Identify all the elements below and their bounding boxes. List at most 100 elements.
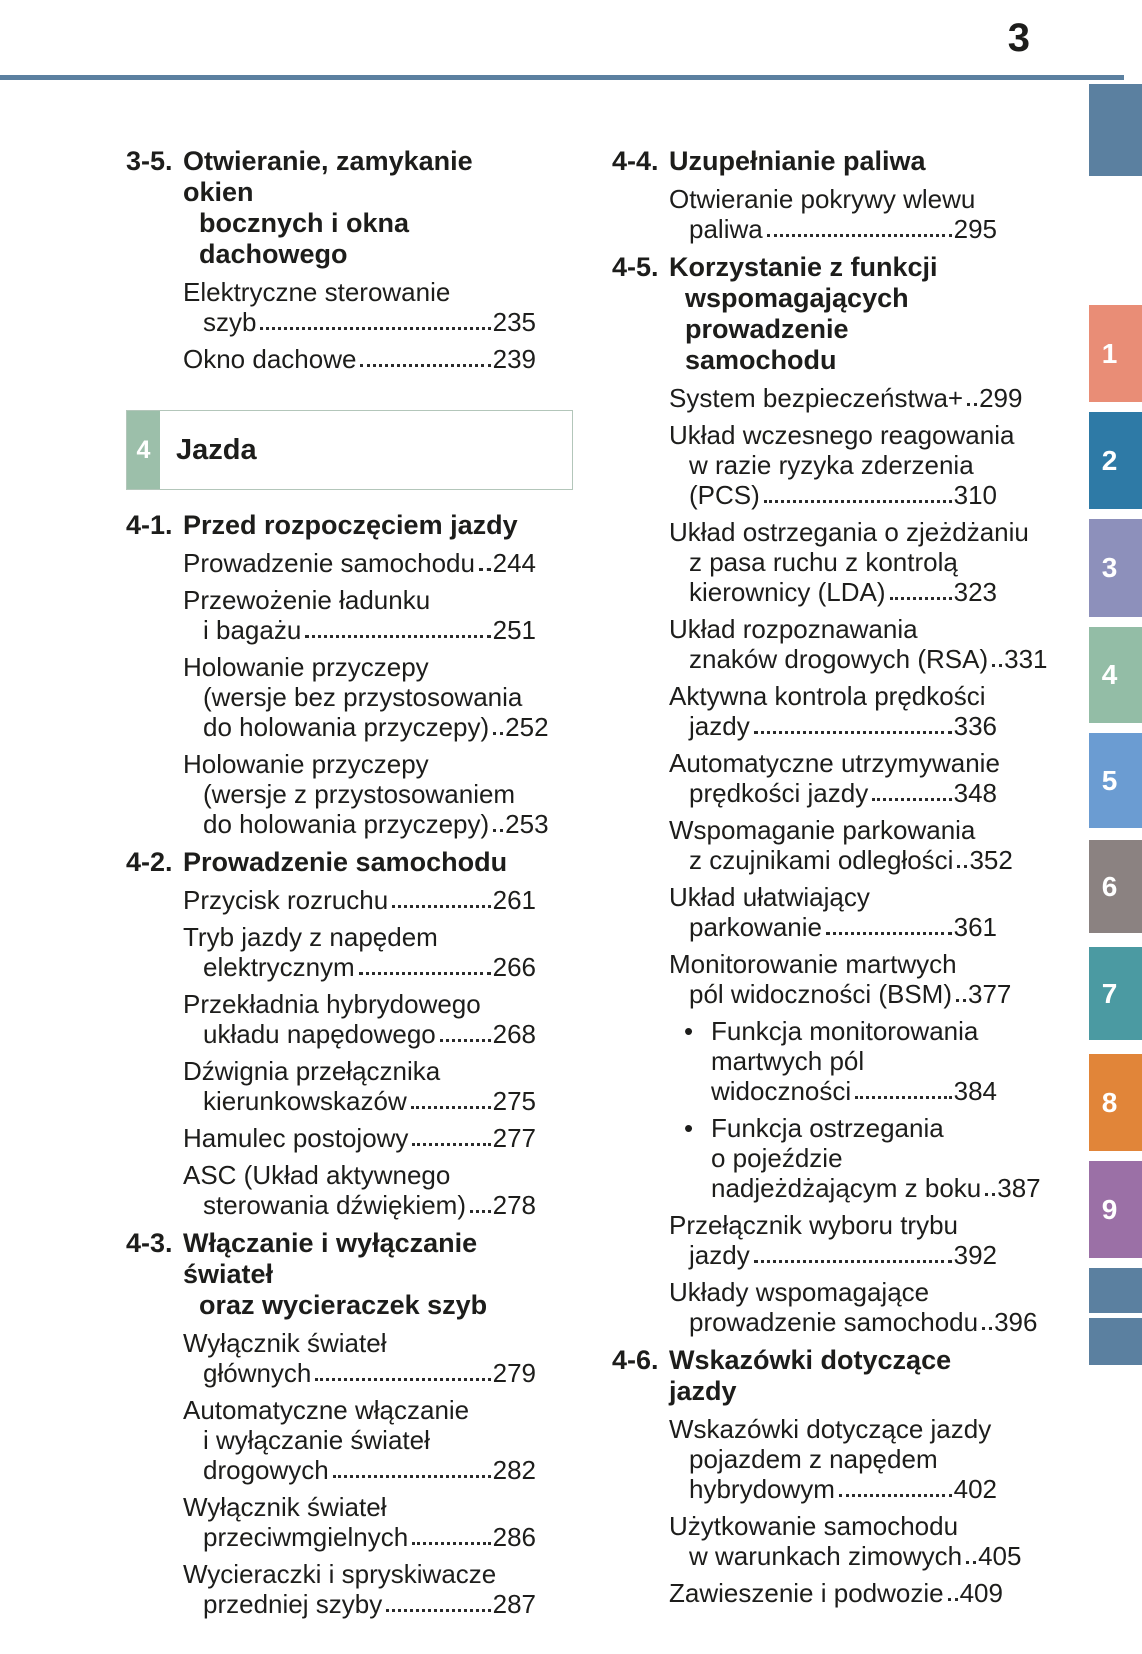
entry-text: o pojeździe [711,1143,843,1173]
entry-text: (wersje z przystosowaniem [203,779,516,809]
section-heading: 4-2. Prowadzenie samochodu [126,847,536,878]
toc-entry: Układ rozpoznawania znaków drogowych (RSA… [612,614,1048,674]
dotted-leader [469,1210,491,1213]
toc-entry-line: Automatyczne utrzymywanie [612,748,1000,778]
toc-entry: Przełącznik wyboru trybu jazdy 392 [612,1210,997,1270]
toc-entry-line: Tryb jazdy z napędem [126,922,536,952]
entry-page-ref: 295 [953,214,997,244]
dotted-leader [260,327,491,330]
section-number: 4-2. [126,847,173,877]
toc-entry-line: • Funkcja ostrzegania [612,1113,997,1143]
entry-text: Monitorowanie martwych [669,949,957,979]
toc-entry-line: kierownicy (LDA) 323 [612,577,997,607]
chapter-tab-number: 1 [1101,337,1118,369]
toc-entry: Układ ostrzegania o zjeżdżaniu z pasa ruc… [612,517,1029,607]
entry-text: (PCS) [689,480,760,510]
toc-entry-line: Układ ostrzegania o zjeżdżaniu [612,517,1029,547]
toc-entry: Hamulec postojowy 277 [126,1123,536,1153]
toc-entry: ASC (Układ aktywnego sterowania dźwiękiem… [126,1160,536,1220]
dotted-leader [753,1260,952,1263]
section-heading: 4-3. Włączanie i wyłączanie świateł oraz w… [126,1228,536,1321]
section-heading: 4-1. Przed rozpoczęciem jazdy [126,510,536,541]
entry-text: Wyłącznik świateł [183,1328,387,1358]
chapter-tab-blank [1089,1268,1142,1313]
toc-entry: Wyłącznik świateł głównych 279 [126,1328,536,1388]
toc-entry-line: Użytkowanie samochodu [612,1511,997,1541]
toc-entry-line: (PCS) 310 [612,480,997,510]
toc-entry: • Funkcja ostrzegania o pojeździe nadjeżdża… [612,1113,1041,1203]
dotted-leader [439,1039,491,1042]
entry-text: znaków drogowych (RSA) [689,644,989,674]
dotted-leader [412,1542,491,1545]
toc-entry-line: w warunkach zimowych 405 [612,1541,1021,1571]
toc-section: 4-6. Wskazówki dotyczące jazdy Wskazówki d… [612,1345,1021,1608]
chapter-tab-4: 4 [1089,627,1142,723]
toc-entry-line: jazdy 392 [612,1240,997,1270]
dotted-leader [360,364,491,367]
toc-entry: Układ ułatwiający parkowanie 361 [612,882,997,942]
entry-text: Przełącznik wyboru trybu [669,1210,958,1240]
entry-text: Dźwignia przełącznika [183,1056,441,1086]
dotted-leader [955,999,966,1002]
entry-page-ref: 235 [492,307,536,337]
section-title-line: Uzupełnianie paliwa [669,146,926,176]
toc-entry: Przekładnia hybrydowego układu napędowego… [126,989,536,1049]
entry-text: nadjeżdżającym z boku [711,1173,982,1203]
toc-entry-line: (wersje bez przystosowania [126,682,536,712]
section-heading: 4-4. Uzupełnianie paliwa [612,146,997,177]
entry-page-ref: 268 [492,1019,536,1049]
section-title-line: samochodu [685,345,837,375]
entry-page-ref: 392 [953,1240,997,1270]
entry-page-ref: 253 [505,809,549,839]
entry-text: Wyłącznik świateł [183,1492,387,1522]
entry-text: Hamulec postojowy [183,1123,409,1153]
toc-entry-line: Układ wczesnego reagowania [612,420,1014,450]
dotted-leader [947,1598,958,1601]
entry-text: w warunkach zimowych [689,1541,963,1571]
toc-entry: Automatyczne utrzymywanie prędkości jazdy… [612,748,1000,808]
section-title-line: Przed rozpoczęciem jazdy [183,510,518,540]
dotted-leader [982,1327,993,1330]
toc-entry-line: przedniej szyby 287 [126,1589,536,1619]
entry-page-ref: 352 [969,845,1013,875]
entry-text: pól widoczności (BSM) [689,979,952,1009]
entry-text: elektrycznym [203,952,355,982]
toc-entry-line: pól widoczności (BSM) 377 [612,979,1011,1009]
toc-entry-line: Wyłącznik świateł [126,1328,536,1358]
section-number: 4-1. [126,510,173,540]
toc-entry: Użytkowanie samochodu w warunkach zimowyc… [612,1511,1021,1571]
entry-page-ref: 331 [1004,644,1048,674]
entry-text: hybrydowym [689,1474,835,1504]
entry-text: Użytkowanie samochodu [669,1511,959,1541]
entry-page-ref: 384 [953,1076,997,1106]
entry-text: i wyłączanie świateł [203,1425,430,1455]
entry-text: paliwa [689,214,763,244]
toc-entry-line: Przycisk rozruchu 261 [126,885,536,915]
chapter-tab-blank [1089,1318,1142,1365]
chapter-banner-number: 4 [127,411,160,489]
entry-text: Automatyczne utrzymywanie [669,748,1000,778]
chapter-tab-number: 5 [1101,764,1118,796]
section-title-line: wspomagających prowadzenie [685,283,909,344]
chapter-tab-number: 4 [1101,659,1118,690]
entry-page-ref: 261 [492,885,536,915]
section-heading: 3-5. Otwieranie, zamykanie okien bocznych … [126,146,536,270]
entry-page-ref: 361 [953,912,997,942]
toc-entry-line: Układ rozpoznawania [612,614,997,644]
toc-entry-line: Holowanie przyczepy [126,652,536,682]
header-rule [0,75,1124,80]
entry-page-ref: 409 [959,1578,1003,1608]
toc-entry-line: Wycieraczki i spryskiwacze [126,1559,536,1589]
toc-entry-line: przeciwmgielnych 286 [126,1522,536,1552]
entry-page-ref: 287 [492,1589,536,1619]
dotted-leader [386,1609,491,1612]
toc-entry-line: (wersje z przystosowaniem [126,779,536,809]
entry-text: w razie ryzyka zderzenia [689,450,974,480]
toc-entry-line: widoczności 384 [612,1076,997,1106]
toc-entry-line: szyb 235 [126,307,536,337]
entry-text: Prowadzenie samochodu [183,548,475,578]
entry-page-ref: 252 [505,712,549,742]
chapter-tab-number: 8 [1101,1086,1118,1118]
entry-text: Funkcja monitorowania [711,1016,979,1046]
toc-entry-line: z pasa ruchu z kontrolą [612,547,997,577]
